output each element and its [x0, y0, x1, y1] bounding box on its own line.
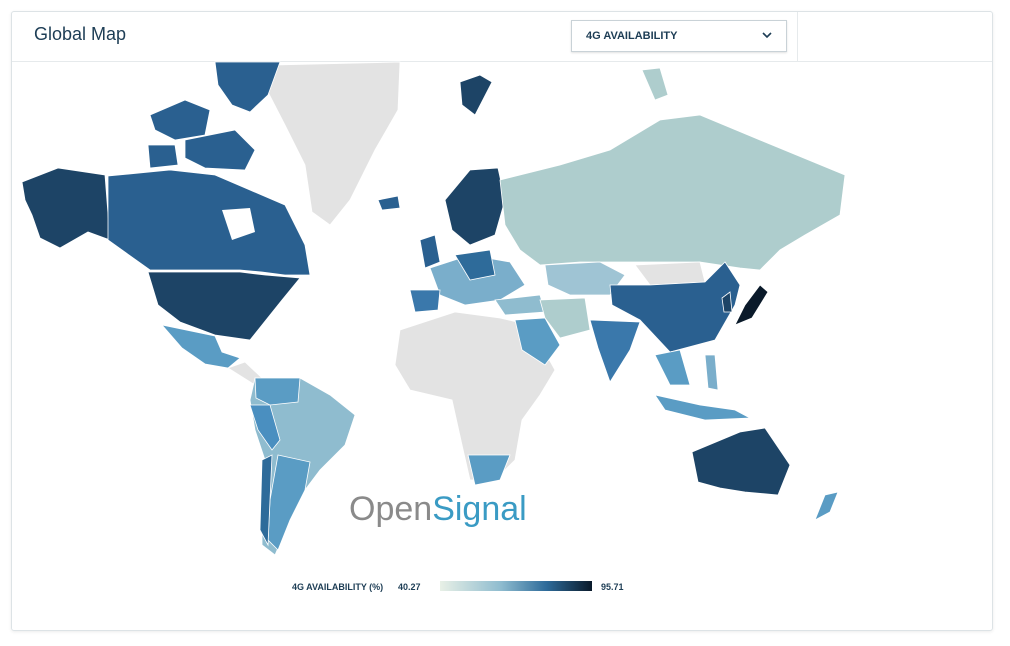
country	[609, 261, 741, 353]
country	[149, 99, 211, 141]
card-header: Global Map 4G AVAILABILITY	[12, 12, 992, 62]
country	[409, 289, 441, 313]
country	[377, 195, 401, 211]
watermark: OpenSignal	[349, 490, 527, 528]
country	[654, 394, 752, 421]
country	[721, 291, 733, 313]
country	[160, 324, 241, 369]
country	[267, 61, 401, 226]
map-card: Global Map 4G AVAILABILITY	[11, 11, 993, 631]
country	[419, 234, 441, 269]
country	[147, 271, 301, 341]
country	[704, 354, 719, 391]
watermark-signal: Signal	[432, 490, 527, 528]
watermark-open: Open	[349, 490, 432, 528]
country	[259, 454, 273, 547]
legend: 4G AVAILABILITY (%) 40.27 95.71	[292, 581, 624, 592]
legend-gradient	[440, 581, 592, 591]
dropdown-chevron[interactable]	[762, 32, 772, 39]
country	[641, 67, 669, 101]
card-title: Global Map	[34, 24, 127, 44]
country	[691, 427, 791, 496]
country	[459, 74, 493, 116]
country	[444, 167, 506, 246]
legend-min: 40.27	[398, 582, 421, 592]
countries	[21, 61, 846, 556]
country	[634, 261, 706, 286]
header-divider	[797, 12, 798, 61]
country	[184, 129, 256, 171]
country	[214, 61, 281, 113]
country	[394, 311, 556, 481]
country	[514, 317, 561, 366]
country	[734, 284, 769, 326]
country	[249, 404, 281, 451]
country	[654, 349, 691, 386]
hudson-bay	[222, 208, 255, 240]
country	[814, 491, 839, 521]
legend-label: 4G AVAILABILITY (%)	[292, 582, 383, 592]
dropdown-label[interactable]: 4G AVAILABILITY	[586, 30, 678, 42]
country	[147, 144, 179, 169]
country	[107, 169, 311, 276]
metric-dropdown[interactable]: 4G AVAILABILITY	[571, 20, 787, 52]
country	[589, 319, 641, 383]
country	[21, 167, 111, 249]
country	[544, 261, 626, 296]
country	[254, 377, 301, 406]
legend-max: 95.71	[601, 582, 624, 592]
country	[454, 249, 496, 281]
country	[499, 114, 846, 271]
country	[539, 297, 591, 339]
country	[467, 454, 511, 486]
